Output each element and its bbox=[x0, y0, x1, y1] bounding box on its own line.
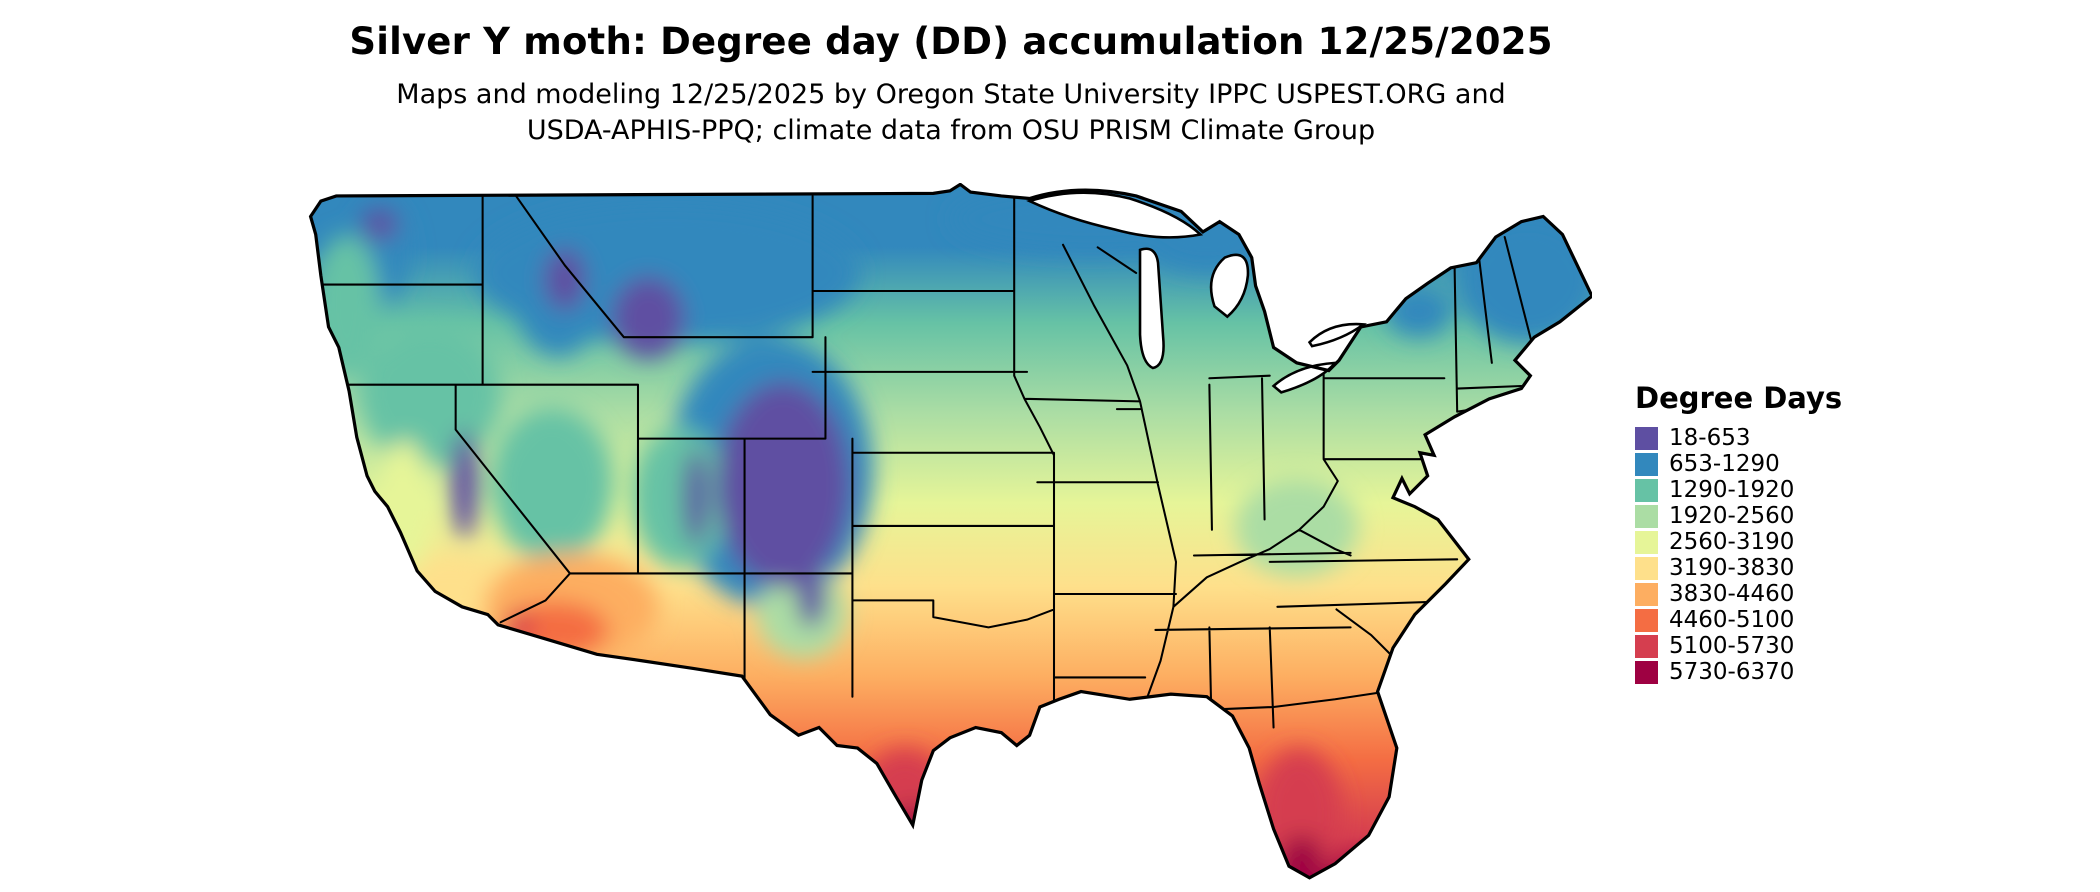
legend-swatch bbox=[1635, 582, 1658, 606]
legend-swatch bbox=[1635, 452, 1658, 476]
us-degree-day-map-svg bbox=[308, 183, 1592, 880]
legend-item: 1290-1920 bbox=[1635, 477, 1842, 503]
page-title: Silver Y moth: Degree day (DD) accumulat… bbox=[349, 20, 1553, 63]
legend-swatch bbox=[1635, 478, 1658, 502]
legend-label: 3830-4460 bbox=[1669, 580, 1795, 607]
header: Silver Y moth: Degree day (DD) accumulat… bbox=[0, 20, 1902, 148]
legend-item: 2560-3190 bbox=[1635, 529, 1842, 555]
attribution-line-2: USDA-APHIS-PPQ; climate data from OSU PR… bbox=[526, 114, 1376, 146]
legend-item: 5100-5730 bbox=[1635, 633, 1842, 659]
us-map bbox=[308, 183, 1592, 883]
legend-label: 5730-6370 bbox=[1669, 658, 1795, 685]
legend-label: 1290-1920 bbox=[1669, 476, 1795, 503]
great-lakes bbox=[1026, 191, 1367, 394]
legend-swatch bbox=[1635, 556, 1658, 580]
legend-swatch bbox=[1635, 634, 1658, 658]
legend-swatch bbox=[1635, 660, 1658, 684]
legend-label: 653-1290 bbox=[1669, 450, 1780, 477]
legend-swatch bbox=[1635, 608, 1658, 632]
lake-huron bbox=[1209, 253, 1250, 319]
legend-item: 3830-4460 bbox=[1635, 581, 1842, 607]
legend-label: 18-653 bbox=[1669, 424, 1751, 451]
legend-item: 653-1290 bbox=[1635, 451, 1842, 477]
legend-item: 5730-6370 bbox=[1635, 659, 1842, 685]
map-attribution: Maps and modeling 12/25/2025 by Oregon S… bbox=[0, 77, 1902, 148]
legend-title: Degree Days bbox=[1635, 381, 1843, 415]
legend-item: 18-653 bbox=[1635, 425, 1842, 451]
legend-item: 3190-3830 bbox=[1635, 555, 1842, 581]
legend-label: 2560-3190 bbox=[1669, 528, 1795, 555]
legend-swatch bbox=[1635, 426, 1658, 450]
legend-item: 4460-5100 bbox=[1635, 607, 1842, 633]
attribution-line-1: Maps and modeling 12/25/2025 by Oregon S… bbox=[396, 79, 1506, 110]
lake-ontario bbox=[1307, 322, 1367, 348]
lake-michigan bbox=[1138, 247, 1165, 370]
legend-label: 3190-3830 bbox=[1669, 554, 1795, 581]
legend-label: 5100-5730 bbox=[1669, 632, 1795, 659]
legend-swatch bbox=[1635, 530, 1658, 554]
legend-label: 1920-2560 bbox=[1669, 502, 1795, 529]
state-borders bbox=[319, 194, 1533, 750]
legend-item: 1920-2560 bbox=[1635, 503, 1842, 529]
legend-label: 4460-5100 bbox=[1669, 606, 1795, 633]
lake-superior bbox=[1026, 191, 1204, 239]
legend: Degree Days 18-653 653-1290 1290-1920 19… bbox=[1635, 381, 1842, 685]
legend-swatch bbox=[1635, 504, 1658, 528]
